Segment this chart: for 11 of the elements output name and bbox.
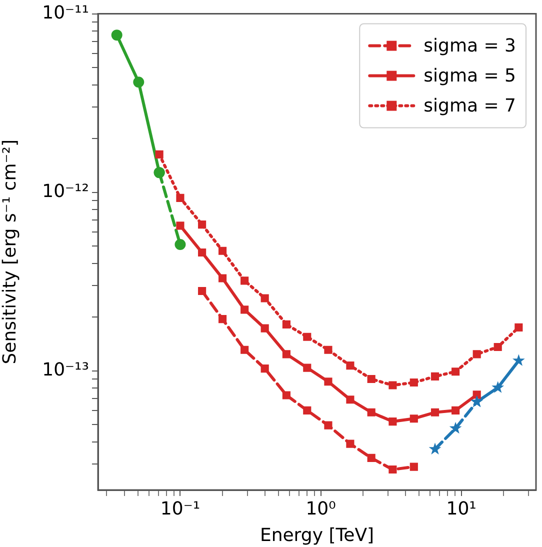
- x-tick-label: 10¹: [446, 498, 476, 520]
- x-axis-title: Energy [TeV]: [260, 524, 374, 546]
- y-axis-title: Sensitivity [erg s⁻¹ cm⁻²]: [0, 140, 20, 364]
- x-tick-label: 10⁻¹: [160, 498, 200, 520]
- y-tick-label: 10⁻¹²: [42, 180, 89, 202]
- x-tick-label: 10⁰: [306, 498, 336, 520]
- legend-label: sigma = 7: [424, 95, 516, 116]
- y-tick-label: 10⁻¹³: [42, 360, 89, 380]
- y-tick-label: 10⁻¹¹: [42, 2, 89, 24]
- legend-label: sigma = 3: [424, 35, 516, 56]
- legend-label: sigma = 5: [424, 65, 516, 86]
